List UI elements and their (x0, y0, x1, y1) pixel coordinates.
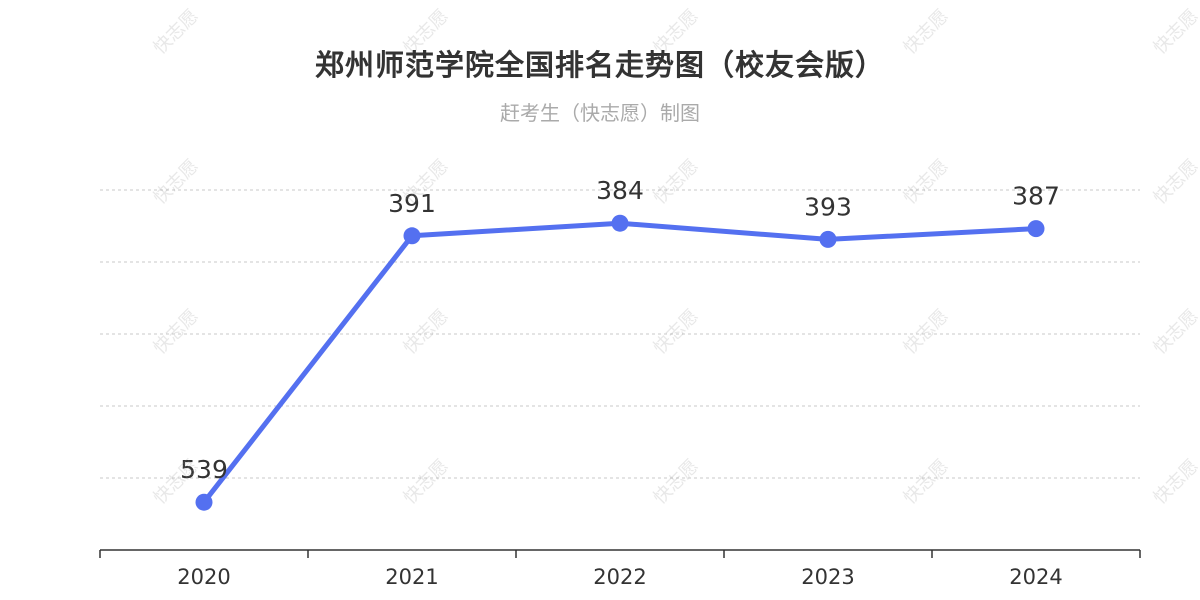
data-point-2020 (195, 493, 213, 511)
series-line (201, 220, 1039, 505)
x-tick-label-2023: 2023 (801, 565, 854, 589)
data-point-2024 (1027, 220, 1045, 238)
chart-subtitle: 赶考生（快志愿）制图 (500, 101, 700, 125)
data-label-2022: 384 (596, 176, 644, 205)
data-label-2021: 391 (388, 189, 436, 218)
data-labels: 539 391 384 393 387 (180, 176, 1060, 484)
data-label-2023: 393 (804, 192, 852, 221)
x-tick-label-2020: 2020 (177, 565, 230, 589)
x-tick-label-2021: 2021 (385, 565, 438, 589)
series-rank (195, 214, 1045, 511)
data-point-2023 (819, 230, 837, 248)
x-tick-label-2022: 2022 (593, 565, 646, 589)
x-axis: 2020 2021 2022 2023 2024 (99, 549, 1141, 589)
x-tick-label-2024: 2024 (1009, 565, 1062, 589)
chart-title: 郑州师范学院全国排名走势图（校友会版） (314, 48, 885, 82)
data-point-2022 (611, 214, 629, 232)
grid-lines (100, 189, 1140, 479)
data-label-2024: 387 (1012, 182, 1060, 211)
data-point-2021 (403, 227, 421, 245)
data-label-2020: 539 (180, 455, 228, 484)
